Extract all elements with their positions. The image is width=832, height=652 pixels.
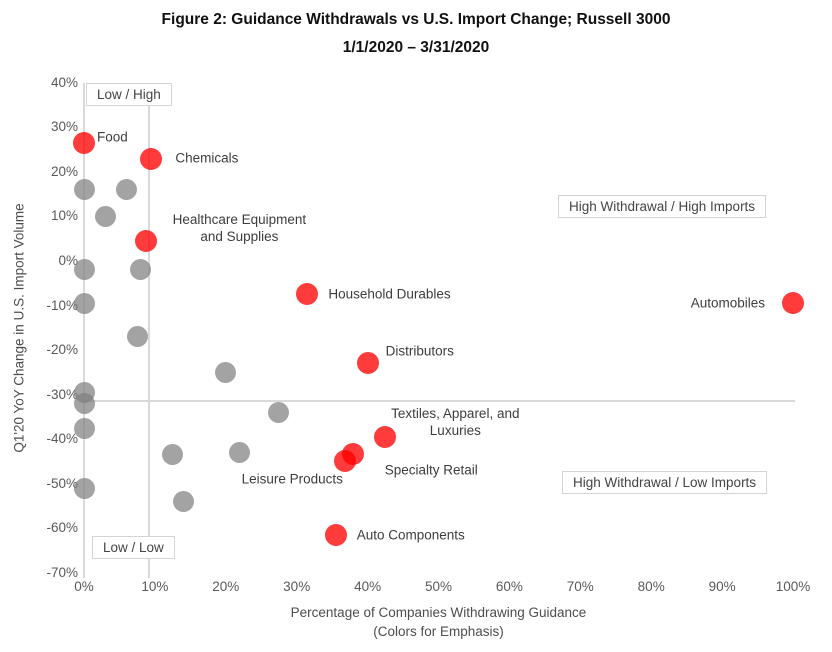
x-axis-title-line2: (Colors for Emphasis)	[373, 624, 504, 639]
scatter-point-gray	[130, 259, 152, 281]
scatter-point-gray	[73, 417, 95, 439]
y-tick-label: 0%	[58, 253, 78, 268]
point-label-household-durables: Household Durables	[328, 286, 451, 302]
y-tick-label: -50%	[46, 475, 78, 491]
y-tick-label: 10%	[50, 208, 78, 224]
y-tick-label: 20%	[50, 163, 78, 179]
y-tick-label: -10%	[46, 297, 78, 313]
horizontal-divider-line	[84, 400, 795, 403]
point-label-specialty-retail: Specialty Retail	[384, 462, 478, 478]
scatter-point-gray	[215, 361, 237, 383]
point-label-leisure-products: Leisure Products	[241, 471, 343, 487]
y-tick-label: -20%	[46, 342, 78, 358]
scatter-point-gray	[73, 393, 95, 415]
x-tick-label: 20%	[212, 579, 240, 594]
scatter-point-gray	[162, 444, 184, 466]
x-tick-label: 70%	[566, 579, 594, 594]
figure-title-line1: Figure 2: Guidance Withdrawals vs U.S. I…	[161, 11, 671, 28]
point-label-textiles-apparel-and-luxuries: Textiles, Apparel, and Luxuries	[391, 405, 520, 438]
figure-title-line2: 1/1/2020 – 3/31/2020	[342, 39, 490, 56]
vertical-divider-line	[148, 82, 151, 578]
scatter-point-auto-components	[324, 523, 347, 546]
scatter-point-textiles-apparel-and-luxuries	[374, 425, 397, 448]
scatter-point-gray	[116, 179, 138, 201]
point-label-food: Food	[97, 129, 128, 145]
x-tick-label: 0%	[74, 579, 94, 594]
scatter-point-gray	[268, 401, 290, 423]
y-axis-line	[83, 82, 85, 578]
point-label-healthcare-equipment-and-supplies: Healthcare Equipment and Supplies	[172, 211, 307, 244]
scatter-point-healthcare-equipment-and-supplies	[135, 229, 158, 252]
x-tick-label: 30%	[283, 579, 311, 594]
x-tick-label: 90%	[708, 579, 736, 594]
scatter-point-gray	[73, 179, 95, 201]
y-axis-title: Q1'20 YoY Change in U.S. Import Volume	[11, 203, 27, 453]
scatter-point-gray	[229, 442, 251, 464]
quadrant-label-low-high: Low / High	[86, 83, 172, 106]
y-tick-label: -70%	[46, 564, 78, 580]
scatter-point-gray	[73, 477, 95, 499]
x-axis-title: Percentage of Companies Withdrawing Guid…	[84, 603, 793, 641]
scatter-point-gray	[126, 326, 148, 348]
point-label-auto-components: Auto Components	[356, 527, 465, 543]
y-tick-label: 30%	[50, 119, 78, 135]
scatter-point-automobiles	[782, 292, 804, 315]
x-tick-label: 100%	[775, 579, 811, 594]
scatter-point-gray	[172, 491, 194, 513]
figure-title: Figure 2: Guidance Withdrawals vs U.S. I…	[0, 6, 832, 62]
quadrant-label-low-low: Low / Low	[92, 536, 175, 559]
scatter-point-food	[73, 131, 95, 154]
point-label-chemicals: Chemicals	[175, 150, 239, 166]
x-axis-title-line1: Percentage of Companies Withdrawing Guid…	[290, 605, 587, 620]
scatter-point-gray	[73, 292, 95, 314]
x-tick-label: 50%	[424, 579, 453, 594]
x-tick-label: 10%	[141, 579, 169, 594]
x-tick-label: 60%	[495, 579, 523, 594]
scatter-point-specialty-retail	[341, 443, 364, 466]
y-tick-label: -60%	[46, 520, 78, 536]
y-tick-label: 40%	[50, 74, 78, 90]
point-label-distributors: Distributors	[385, 343, 454, 359]
point-label-automobiles: Automobiles	[690, 295, 765, 311]
scatter-point-gray	[73, 259, 95, 281]
scatter-point-chemicals	[140, 147, 163, 170]
scatter-point-distributors	[356, 352, 379, 375]
quadrant-label-high-withdrawal-high-imports: High Withdrawal / High Imports	[558, 195, 767, 218]
y-tick-label: -30%	[46, 386, 78, 402]
x-tick-label: 80%	[637, 579, 665, 594]
y-tick-label: -40%	[46, 431, 78, 447]
scatter-point-household-durables	[296, 283, 319, 306]
scatter-point-gray	[94, 205, 116, 227]
quadrant-label-high-withdrawal-low-imports: High Withdrawal / Low Imports	[562, 471, 768, 494]
x-tick-label: 40%	[354, 579, 382, 594]
